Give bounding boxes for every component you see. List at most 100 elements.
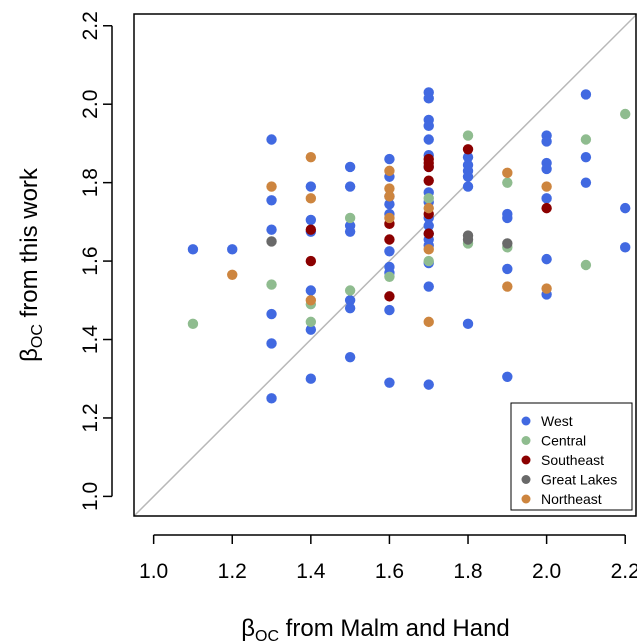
point-central xyxy=(266,279,277,290)
point-southeast xyxy=(384,291,395,302)
point-northeast xyxy=(541,181,552,192)
point-west xyxy=(580,151,592,163)
data-points xyxy=(187,87,631,404)
x-axis-title: βOC from Malm and Hand xyxy=(241,615,510,642)
point-central xyxy=(423,255,434,267)
point-west xyxy=(541,163,552,175)
legend-marker xyxy=(521,455,531,465)
point-west xyxy=(541,136,552,147)
point-west xyxy=(462,171,474,182)
legend: West Central Southeast Great Lakes Northeast xyxy=(510,402,633,511)
point-west xyxy=(305,324,317,335)
point-central xyxy=(580,134,592,145)
point-west xyxy=(266,338,277,349)
point-west xyxy=(187,244,199,255)
y-tick-label: 1.4 xyxy=(79,325,102,355)
y-axis-title-symbol: β xyxy=(16,348,43,362)
point-west xyxy=(305,214,317,226)
point-west xyxy=(502,371,513,382)
plot-frame xyxy=(133,13,637,517)
point-central xyxy=(344,212,356,224)
point-west xyxy=(541,193,552,204)
legend-label: Great Lakes xyxy=(541,472,617,488)
point-west xyxy=(541,253,552,265)
point-northeast xyxy=(305,295,317,306)
point-west xyxy=(502,212,513,224)
point-west xyxy=(384,246,395,257)
point-west xyxy=(266,224,277,235)
point-northeast xyxy=(227,269,238,281)
x-tick-label: 1.8 xyxy=(453,560,482,583)
point-west xyxy=(423,120,434,131)
point-west xyxy=(462,151,474,163)
point-central xyxy=(462,130,474,141)
point-northeast xyxy=(502,281,513,292)
point-west xyxy=(580,177,592,188)
y-axis-title-subscript: OC xyxy=(29,324,46,348)
point-west xyxy=(227,244,238,255)
point-west xyxy=(580,89,592,100)
x-axis-title-symbol: β xyxy=(241,615,255,642)
point-west xyxy=(423,93,434,104)
x-axis-title-text: from Malm and Hand xyxy=(279,615,510,642)
point-west xyxy=(305,373,317,384)
point-central xyxy=(187,318,199,330)
point-west xyxy=(266,134,277,145)
point-northeast xyxy=(384,165,395,177)
point-west xyxy=(423,134,434,145)
point-west xyxy=(423,220,434,231)
point-west xyxy=(266,393,277,404)
point-southeast xyxy=(462,144,474,155)
point-northeast xyxy=(541,283,552,294)
point-southeast xyxy=(423,161,434,173)
point-great-lakes xyxy=(462,234,474,245)
x-tick-label: 2.2 xyxy=(611,560,637,583)
point-central xyxy=(423,193,434,204)
point-west xyxy=(384,153,395,165)
point-west xyxy=(423,379,434,390)
y-axis: 1.0 1.2 1.4 1.6 1.8 2.0 2.2 xyxy=(79,11,113,511)
point-southeast xyxy=(423,175,434,186)
point-west xyxy=(502,263,513,275)
point-central xyxy=(305,316,317,328)
point-northeast xyxy=(305,193,317,204)
y-axis-title-text: from this work xyxy=(16,167,43,324)
point-northeast xyxy=(384,183,395,194)
point-west xyxy=(305,285,317,296)
point-northeast xyxy=(305,151,317,163)
point-west xyxy=(384,304,395,316)
legend-marker xyxy=(521,436,531,445)
point-west xyxy=(344,161,356,173)
point-west xyxy=(344,351,356,363)
x-tick-label: 2.0 xyxy=(532,560,561,583)
y-tick-label: 1.0 xyxy=(79,482,102,511)
point-northeast xyxy=(266,181,277,192)
point-northeast xyxy=(423,244,434,255)
point-southeast xyxy=(541,202,552,214)
point-southeast xyxy=(423,228,434,239)
point-great-lakes xyxy=(502,238,513,249)
point-southeast xyxy=(305,255,317,267)
point-northeast xyxy=(384,212,395,224)
legend-marker xyxy=(521,494,531,504)
y-tick-label: 2.0 xyxy=(79,90,102,119)
x-axis-title-subscript: OC xyxy=(255,628,279,642)
point-west xyxy=(266,195,277,206)
point-west xyxy=(266,308,277,320)
y-axis-title: βOC from this work xyxy=(16,167,46,362)
point-northeast xyxy=(423,316,434,328)
x-axis: 1.0 1.2 1.4 1.6 1.8 2.0 2.2 xyxy=(139,534,637,583)
point-great-lakes xyxy=(266,236,277,247)
legend-label: Southeast xyxy=(541,452,604,468)
point-central xyxy=(620,108,631,120)
point-central xyxy=(344,285,356,296)
point-northeast xyxy=(384,191,395,202)
y-tick-label: 2.2 xyxy=(79,11,102,40)
legend-marker xyxy=(521,475,531,484)
point-central xyxy=(502,177,513,188)
point-west xyxy=(344,302,356,314)
point-west xyxy=(384,199,395,210)
legend-box xyxy=(510,402,633,511)
plot-area xyxy=(133,13,637,517)
point-west xyxy=(344,295,356,306)
